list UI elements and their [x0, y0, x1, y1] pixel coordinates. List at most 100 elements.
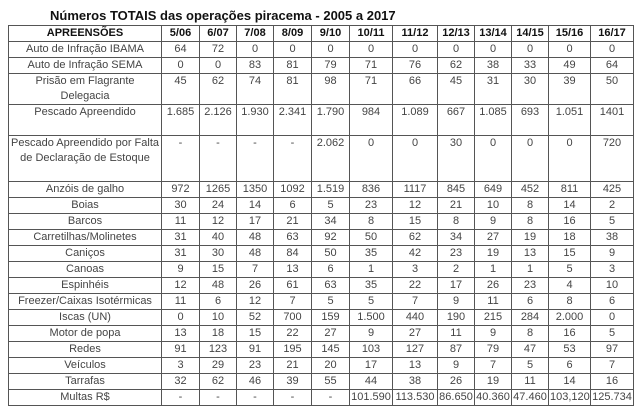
row-label: Canoas [8, 261, 162, 278]
table-cell: - [236, 135, 274, 182]
table-cell: 7 [273, 293, 312, 310]
table-cell: 13 [161, 325, 200, 342]
column-header-season: 9/10 [311, 25, 350, 42]
table-cell: 15 [392, 213, 438, 230]
table-cell: 12 [236, 293, 274, 310]
table-cell: 79 [311, 57, 350, 74]
table-cell: 693 [511, 104, 549, 136]
table-cell: 38 [392, 373, 438, 390]
table-cell: 8 [548, 293, 591, 310]
table-cell: 127 [392, 341, 438, 358]
table-cell: 11 [161, 293, 200, 310]
table-cell: 17 [236, 213, 274, 230]
table-cell: 92 [311, 229, 350, 246]
table-cell: 97 [590, 341, 634, 358]
column-header-label: APREENSÕES [8, 25, 162, 42]
table-cell: 13 [392, 357, 438, 374]
row-label: Boias [8, 197, 162, 214]
table-cell: 5 [590, 325, 634, 342]
table-cell: 6 [199, 293, 237, 310]
row-label: Veículos [8, 357, 162, 374]
table-cell: 21 [437, 197, 475, 214]
table-cell: 18 [199, 325, 237, 342]
table-cell: 11 [511, 373, 549, 390]
table-cell: 34 [437, 229, 475, 246]
table-cell: 8 [511, 197, 549, 214]
table-cell: 50 [349, 229, 393, 246]
table-cell: 0 [311, 41, 350, 58]
table-cell: 159 [311, 309, 350, 326]
table-cell: 30 [511, 73, 549, 105]
row-label: Carretilhas/Molinetes [8, 229, 162, 246]
table-cell: 12 [392, 197, 438, 214]
table-cell: 38 [590, 229, 634, 246]
table-cell: 40.360 [474, 389, 512, 406]
table-cell: 7 [590, 357, 634, 374]
table-cell: 20 [311, 357, 350, 374]
table-cell: 50 [590, 73, 634, 105]
table-cell: 0 [236, 41, 274, 58]
table-cell: - [199, 389, 237, 406]
table-cell: 81 [273, 73, 312, 105]
table-cell: 16 [548, 325, 591, 342]
apprehensions-table: APREENSÕES 5/06 6/07 7/08 8/09 9/10 10/11 11/12… [8, 25, 634, 406]
table-cell: 11 [474, 293, 512, 310]
table-cell: 845 [437, 181, 475, 198]
table-cell: 12 [161, 277, 200, 294]
table-cell: 9 [437, 293, 475, 310]
row-label: Anzóis de galho [8, 181, 162, 198]
table-cell: 1.085 [474, 104, 512, 136]
table-cell: 2.126 [199, 104, 237, 136]
table-cell: 9 [474, 325, 512, 342]
table-cell: 8 [349, 213, 393, 230]
table-cell: 16 [590, 373, 634, 390]
table-cell: 0 [474, 41, 512, 58]
table-cell: 52 [236, 309, 274, 326]
table-cell: 30 [199, 245, 237, 262]
table-row: Prisão em Flagrante Delegacia 45 62 74 81 98 7… [8, 73, 634, 105]
table-cell: 0 [511, 41, 549, 58]
table-cell: 1092 [273, 181, 312, 198]
table-cell: 1.500 [349, 309, 393, 326]
column-header-season: 14/15 [511, 25, 549, 42]
row-label: Pescado Apreendido por Falta de Declaraç… [8, 135, 162, 182]
table-cell: 98 [311, 73, 350, 105]
table-cell: 2.000 [548, 309, 591, 326]
table-cell: 39 [273, 373, 312, 390]
table-cell: 1 [349, 261, 393, 278]
table-cell: 49 [548, 57, 591, 74]
table-cell: 836 [349, 181, 393, 198]
table-cell: 35 [349, 245, 393, 262]
column-header-season: 6/07 [199, 25, 237, 42]
table-cell: - [311, 389, 350, 406]
table-cell: 9 [349, 325, 393, 342]
table-cell: 4 [548, 277, 591, 294]
row-label: Pescado Apreendido [8, 104, 162, 136]
table-cell: 21 [273, 213, 312, 230]
table-cell: - [161, 135, 200, 182]
table-cell: 1.685 [161, 104, 200, 136]
table-cell: 9 [161, 261, 200, 278]
table-cell: 700 [273, 309, 312, 326]
table-cell: 12 [199, 213, 237, 230]
table-cell: 5 [311, 197, 350, 214]
table-cell: 40 [199, 229, 237, 246]
table-cell: 0 [590, 309, 634, 326]
table-cell: 5 [511, 357, 549, 374]
table-cell: 71 [349, 57, 393, 74]
column-header-season: 13/14 [474, 25, 512, 42]
table-cell: 22 [392, 277, 438, 294]
table-cell: 5 [349, 293, 393, 310]
table-cell: 0 [199, 57, 237, 74]
table-cell: 91 [161, 341, 200, 358]
table-cell: 1 [474, 261, 512, 278]
table-cell: 0 [161, 309, 200, 326]
table-cell: 45 [437, 73, 475, 105]
table-cell: 26 [474, 277, 512, 294]
table-cell: 14 [236, 197, 274, 214]
row-label: Auto de Infração IBAMA [8, 41, 162, 58]
table-cell: 1.089 [392, 104, 438, 136]
table-cell: 83 [236, 57, 274, 74]
table-cell: 17 [349, 357, 393, 374]
table-row: Motor de popa 13 18 15 22 27 9 27 11 9 8 16 5 [8, 325, 634, 342]
